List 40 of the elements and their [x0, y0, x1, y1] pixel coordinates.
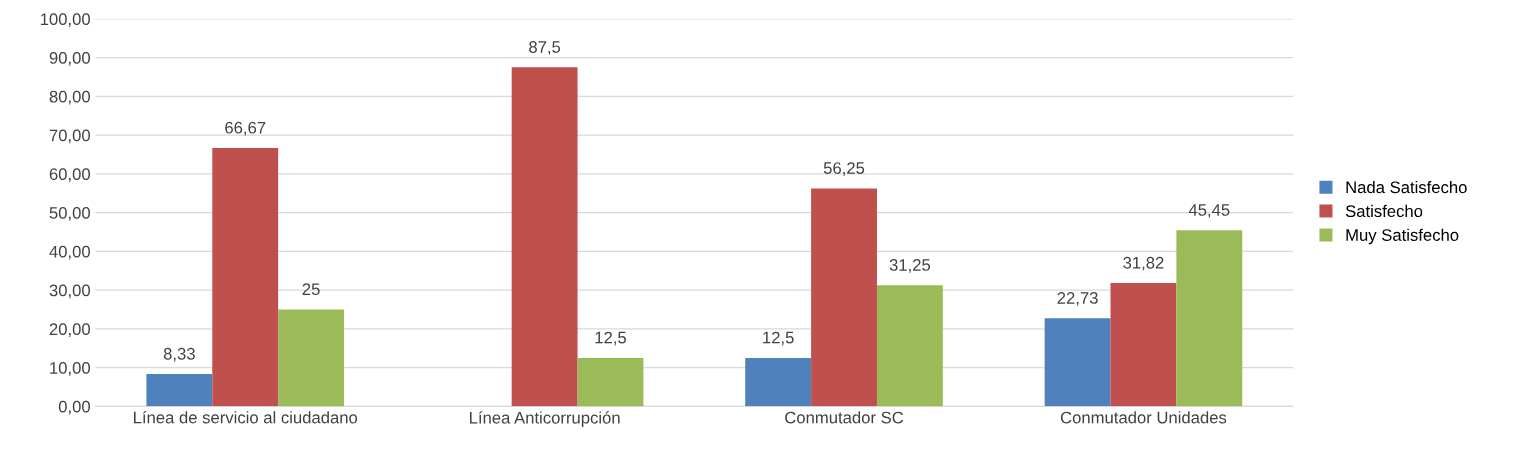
y-tick-label: 20,00 [49, 323, 90, 338]
bar [511, 67, 578, 407]
bar [1044, 318, 1111, 407]
legend-label: Muy Satisfecho [1346, 228, 1459, 245]
y-tick-label: 40,00 [49, 245, 90, 260]
y-tick-label: 80,00 [49, 90, 90, 105]
bar [876, 285, 943, 407]
bar [577, 357, 644, 407]
data-label: 66,67 [225, 121, 266, 136]
data-label: 31,82 [1123, 256, 1164, 271]
y-tick-label: 90,00 [49, 52, 90, 66]
bar [212, 148, 279, 407]
data-label: 12,5 [595, 331, 627, 346]
x-tick-label: Conmutador SC [785, 411, 904, 424]
bar [1176, 230, 1243, 407]
legend-label: Nada Satisfecho [1346, 180, 1467, 194]
data-label: 25 [302, 283, 320, 296]
bar [278, 309, 345, 407]
y-tick-label: 10,00 [50, 362, 90, 376]
data-label: 12,5 [763, 331, 794, 346]
data-label: 8,33 [163, 347, 195, 362]
data-label: 56,25 [823, 162, 865, 176]
data-label: 22,73 [1057, 292, 1098, 306]
y-tick-label: 60,00 [49, 168, 90, 183]
x-tick-label: Línea Anticorrupción [470, 411, 620, 427]
bar [1110, 283, 1177, 407]
y-tick-label: 0,00 [58, 400, 90, 415]
x-tick-label: Conmutador Unidades [1060, 411, 1227, 424]
data-label: 45,45 [1188, 204, 1230, 218]
bar [811, 188, 877, 407]
x-tick-label: Línea de servicio al ciudadano [134, 411, 358, 424]
y-tick-label: 100,00 [40, 13, 90, 28]
y-tick-label: 70,00 [49, 129, 90, 144]
data-label: 31,25 [889, 259, 931, 273]
data-label: 87,5 [529, 41, 561, 55]
y-tick-label: 50,00 [49, 207, 90, 221]
bar [146, 374, 213, 407]
y-tick-label: 30,00 [49, 284, 90, 299]
legend-label: Satisfecho [1345, 204, 1423, 218]
bar [745, 357, 812, 407]
